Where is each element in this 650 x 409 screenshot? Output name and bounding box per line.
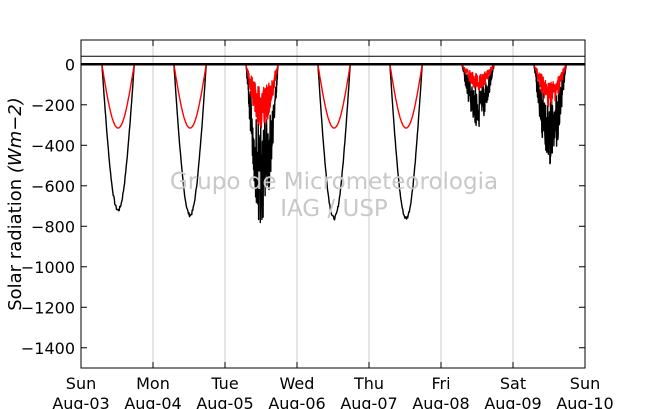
x-tick-label-date: Aug-09 (484, 394, 541, 409)
tick-labels: 0−200−400−600−800−1000−1200−1400SunAug-0… (21, 55, 614, 409)
series-red-day-Aug-03 (101, 64, 135, 129)
x-tick-label-day: Thu (353, 374, 384, 393)
series-black-day-Aug-09 (533, 64, 567, 165)
x-tick-label-day: Fri (431, 374, 450, 393)
grid-lines (152, 40, 514, 368)
watermark: Grupo de Micrometeorologia IAG / USP (170, 169, 498, 222)
x-tick-label-date: Aug-04 (124, 394, 181, 409)
watermark-line-1: Grupo de Micrometeorologia (170, 169, 498, 195)
series-lines (101, 63, 567, 224)
y-tick-label: −200 (31, 96, 75, 115)
y-tick-label: −600 (31, 177, 75, 196)
x-tick-label-day: Sun (66, 374, 96, 393)
series-red-day-Aug-07 (389, 64, 423, 129)
series-red-day-Aug-05 (245, 64, 279, 129)
x-tick-label-date: Aug-08 (412, 394, 469, 409)
y-axis-label: Solar radiation (Wm−2) (5, 97, 26, 311)
watermark-line-2: IAG / USP (280, 196, 388, 222)
x-tick-label-date: Aug-06 (268, 394, 325, 409)
series-black-day-Aug-07 (389, 64, 423, 220)
axes (80, 39, 586, 369)
x-tick-label-date: Aug-03 (52, 394, 109, 409)
series-black-day-Aug-06 (317, 64, 351, 221)
y-tick-label: −1200 (21, 298, 75, 317)
y-axis-label-unit: (Wm−2) (5, 97, 26, 173)
x-tick-label-day: Wed (280, 374, 315, 393)
plot-frame (80, 39, 586, 369)
x-tick-label-day: Mon (136, 374, 170, 393)
series-red-day-Aug-04 (173, 64, 207, 129)
series-black-day-Aug-03 (101, 64, 135, 212)
x-tick-label-day: Tue (210, 374, 238, 393)
y-axis-label-text: Solar radiation (5, 173, 26, 311)
series-black-day-Aug-08 (461, 64, 495, 128)
series-black-day-Aug-05 (245, 64, 279, 224)
series-red-day-Aug-09 (533, 63, 567, 107)
x-tick-label-date: Aug-05 (196, 394, 253, 409)
y-tick-label: −400 (31, 136, 75, 155)
x-tick-label-day: Sun (570, 374, 600, 393)
series-black-day-Aug-04 (173, 64, 207, 218)
y-tick-label: −1400 (21, 339, 75, 358)
series-red-day-Aug-08 (461, 63, 495, 91)
y-tick-label: −1000 (21, 258, 75, 277)
x-tick-label-date: Aug-07 (340, 394, 397, 409)
series-red-day-Aug-06 (317, 64, 351, 129)
x-tick-label-day: Sat (500, 374, 526, 393)
x-tick-label-date: Aug-10 (556, 394, 613, 409)
y-tick-label: 0 (65, 55, 75, 74)
y-tick-label: −800 (31, 217, 75, 236)
